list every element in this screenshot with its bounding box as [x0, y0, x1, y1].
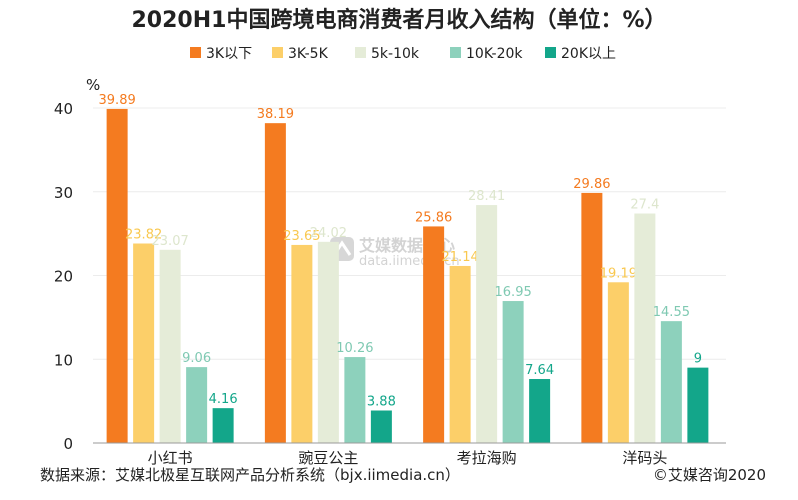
data-label: 28.41 — [468, 189, 505, 204]
y-axis-unit: % — [86, 76, 100, 94]
legend-label-3: 5k-10k — [371, 46, 420, 62]
x-category-label: 洋码头 — [622, 449, 667, 467]
x-category-label: 豌豆公主 — [298, 449, 358, 467]
y-axis-ticks: 0 10 20 30 40 — [54, 100, 73, 453]
data-label: 3.88 — [367, 395, 396, 410]
bar — [687, 367, 709, 443]
legend-label-2: 3K-5K — [288, 46, 329, 62]
y-tick-label: 40 — [54, 100, 73, 118]
bar — [186, 367, 208, 443]
source-note: 数据来源：艾媒北极星互联网产品分析系统（bjx.iimedia.cn） — [40, 466, 460, 484]
bar — [291, 244, 313, 443]
data-label: 25.86 — [415, 210, 452, 225]
data-label: 14.55 — [653, 305, 690, 320]
bar — [581, 192, 603, 443]
legend-label-4: 10K-20k — [466, 46, 523, 62]
data-label: 39.89 — [99, 93, 136, 108]
bar — [634, 213, 656, 443]
chart-title: 2020H1中国跨境电商消费者月收入结构（单位：%） — [132, 7, 667, 33]
legend-label-1: 3K以下 — [206, 46, 252, 62]
data-label: 10.26 — [336, 341, 373, 356]
bar — [133, 243, 155, 443]
y-tick-label: 30 — [54, 184, 73, 202]
bar — [317, 241, 339, 443]
data-label: 7.64 — [525, 363, 554, 378]
x-category-label: 小红书 — [148, 449, 193, 467]
bar — [529, 379, 551, 443]
y-tick-label: 20 — [54, 268, 73, 286]
data-label: 23.65 — [283, 229, 320, 244]
bar — [370, 410, 392, 443]
data-label: 38.19 — [257, 107, 294, 122]
y-tick-label: 0 — [63, 435, 73, 453]
data-label: 23.07 — [152, 234, 189, 249]
x-category-label: 考拉海购 — [457, 449, 517, 467]
bar — [607, 282, 629, 443]
bar — [660, 321, 682, 443]
bar — [344, 357, 366, 443]
bar — [159, 249, 181, 443]
copyright-note: ©艾媒咨询2020 — [653, 466, 766, 484]
bar — [502, 301, 524, 443]
legend-swatch-2 — [272, 47, 283, 58]
data-label: 4.16 — [209, 392, 238, 407]
data-label: 23.82 — [125, 228, 162, 243]
legend-swatch-1 — [190, 47, 201, 58]
x-axis-categories: 小红书 豌豆公主 考拉海购 洋码头 — [148, 449, 668, 467]
data-label: 19.19 — [600, 266, 637, 281]
bar — [212, 408, 234, 443]
bar — [106, 108, 128, 443]
legend-swatch-5 — [545, 47, 556, 58]
data-label: 9 — [694, 352, 702, 367]
bar — [264, 123, 286, 443]
legend-swatch-3 — [355, 47, 366, 58]
bar — [476, 205, 498, 443]
data-label: 27.4 — [630, 198, 659, 213]
bar — [449, 265, 471, 443]
bar — [423, 226, 445, 443]
y-tick-label: 10 — [54, 351, 73, 369]
data-label: 9.06 — [182, 351, 211, 366]
legend-label-5: 20K以上 — [561, 46, 616, 62]
data-label: 16.95 — [495, 285, 532, 300]
data-label: 21.14 — [442, 250, 479, 265]
data-label: 24.02 — [310, 226, 347, 241]
legend: 3K以下 3K-5K 5k-10k 10K-20k 20K以上 — [190, 46, 616, 62]
legend-swatch-4 — [450, 47, 461, 58]
data-label: 29.86 — [573, 177, 610, 192]
